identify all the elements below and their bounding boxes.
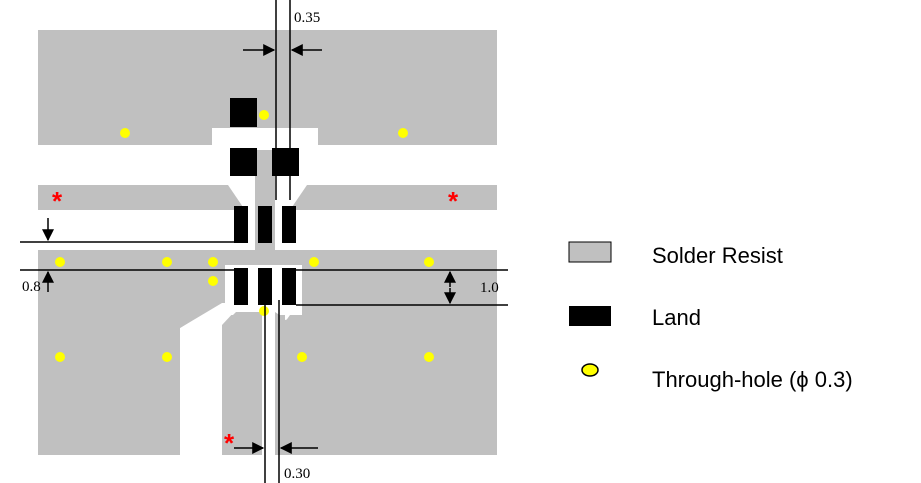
legend: Solder Resist Land Through-hole (ϕ 0.3) xyxy=(568,241,853,392)
through-hole xyxy=(309,257,319,267)
dimension-lines xyxy=(20,0,508,483)
resist-mid-right-strip xyxy=(290,185,497,210)
dim-label-right: 1.0 xyxy=(480,280,499,296)
through-hole xyxy=(259,110,269,120)
dim-label-left: 0.8 xyxy=(22,279,41,295)
through-hole xyxy=(297,352,307,362)
through-hole xyxy=(208,257,218,267)
resist-lower-fill xyxy=(38,250,497,455)
resist-mid-left-strip xyxy=(38,185,245,210)
through-hole xyxy=(208,276,218,286)
land-low-3 xyxy=(282,268,296,305)
through-hole xyxy=(55,257,65,267)
resist-lower-left xyxy=(38,250,236,455)
through-hole xyxy=(162,257,172,267)
through-hole xyxy=(162,352,172,362)
land-mid-2 xyxy=(258,206,272,243)
land-mid-3 xyxy=(282,206,296,243)
through-hole xyxy=(424,257,434,267)
legend-swatch-solder-resist xyxy=(568,241,612,263)
through-hole xyxy=(398,128,408,138)
through-holes xyxy=(55,110,434,362)
dim-label-top: 0.35 xyxy=(294,10,320,26)
through-hole xyxy=(120,128,130,138)
land-upper-left xyxy=(230,148,257,176)
resist-lower-center xyxy=(222,312,262,455)
opening-center-left xyxy=(262,305,275,455)
through-hole xyxy=(259,306,269,316)
legend-swatch-land xyxy=(569,306,611,326)
legend-swatch-through-hole xyxy=(581,363,599,377)
through-hole xyxy=(55,352,65,362)
resist-lower-right xyxy=(285,250,497,455)
land-low-1 xyxy=(234,268,248,305)
dim-label-bottom: 0.30 xyxy=(284,466,310,482)
resist-top-block xyxy=(38,30,497,145)
marker-asterisk-bottom: * xyxy=(224,428,235,458)
legend-label-land: Land xyxy=(652,305,701,330)
legend-label-solder-resist: Solder Resist xyxy=(652,243,783,268)
marker-asterisk-right: * xyxy=(448,186,459,216)
land-mid-1 xyxy=(234,206,248,243)
through-hole xyxy=(424,352,434,362)
legend-label-through-hole: Through-hole (ϕ 0.3) xyxy=(652,367,853,392)
marker-asterisk-left: * xyxy=(52,186,63,216)
land-low-2 xyxy=(258,268,272,305)
land-top xyxy=(230,98,257,127)
